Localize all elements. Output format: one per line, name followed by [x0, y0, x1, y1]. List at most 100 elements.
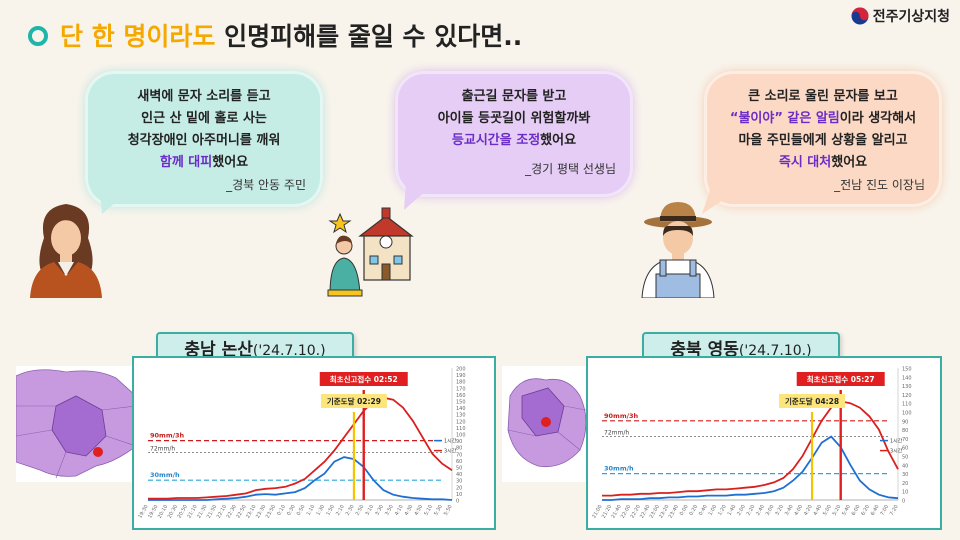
testimonial-line: 큰 소리로 울린 문자를 보고	[748, 89, 898, 104]
title-highlight: 단 한 명이라도	[60, 22, 216, 51]
x-tick-label: 4:20	[803, 504, 814, 517]
agency-logo: 전주기상지청	[851, 6, 950, 26]
x-tick-label: 3:10	[364, 504, 375, 517]
y-tick-label: 150	[456, 400, 466, 406]
x-tick-label: 23:50	[265, 504, 277, 519]
testimonial-emphasis: 함께 대피	[159, 155, 213, 170]
threshold-label-30mmh: 30mm/h	[150, 471, 180, 479]
testimonial-suffix: 했어요	[540, 133, 577, 148]
testimonial-line: 새벽에 문자 소리를 듣고	[137, 89, 271, 104]
first-report-tag	[796, 372, 885, 386]
y-tick-label: 10	[456, 492, 462, 498]
testimonial-suffix: 했어요	[212, 155, 249, 170]
x-tick-label: 0:10	[276, 504, 287, 517]
yeongdong-region-map	[502, 366, 594, 482]
series-line-3h	[148, 396, 453, 500]
y-tick-label: 140	[456, 406, 466, 412]
series-line-1h	[602, 435, 899, 501]
series-line-3h	[602, 400, 899, 497]
threshold-reached-label: 기준도달 02:29	[327, 396, 381, 406]
threshold-label-72mmh: 72mm/h	[604, 430, 629, 437]
testimonial-bubble-jindo: 큰 소리로 울린 문자를 보고 “불이야” 같은 알림이라 생각해서 마을 주민…	[707, 74, 939, 204]
threshold-reached-tag	[320, 394, 387, 408]
threshold-label-30mmh: 30mm/h	[604, 465, 634, 473]
x-tick-label: 2:50	[355, 504, 366, 517]
testimonial-bubble-pyeongtaek: 출근길 문자를 받고 아이들 등굣길이 위험할까봐 등교시간을 조정했어요 _경…	[398, 74, 630, 194]
nonsan-region-map	[16, 366, 136, 482]
chart-frame-yeongdong: 0 10 20 30 40 50 60 70 80 90 100 110 120 130 140 150 21:…	[586, 356, 942, 530]
testimonial-emphasis: 즉시 대처	[778, 155, 832, 170]
x-tick-label: 1:40	[727, 504, 738, 517]
y-tick-label: 90	[902, 419, 908, 425]
x-tick-label: 0:40	[698, 504, 709, 517]
x-tick-label: 5:20	[832, 504, 843, 517]
y-tick-label: 80	[902, 428, 908, 434]
x-tick-label: 5:30	[433, 504, 444, 517]
y-tick-label: 10	[902, 490, 908, 496]
y-tick-label: 60	[902, 446, 908, 452]
x-tick-label: 1:30	[315, 504, 326, 517]
y-tick-label: 70	[902, 437, 908, 443]
series-line-1h	[148, 456, 453, 501]
testimonial-signature: _경기 평택 선생님	[525, 162, 616, 176]
y-tick-label: 0	[456, 499, 459, 505]
x-tick-label: 7:00	[879, 504, 890, 517]
x-tick-label: 1:20	[717, 504, 728, 517]
x-tick-label: 4:50	[413, 504, 424, 517]
y-tick-label: 20	[456, 485, 462, 491]
testimonial-line: 아이들 등굣길이 위험할까봐	[437, 111, 591, 126]
y-tick-label: 110	[902, 402, 912, 408]
panel-label-main: 충남 논산	[184, 340, 253, 360]
y-tick-label: 120	[456, 419, 466, 425]
x-tick-label: 3:00	[765, 504, 776, 517]
testimonial-signature: _전남 진도 이장님	[834, 178, 925, 192]
first-report-label: 최초신고접수 05:27	[807, 374, 875, 384]
x-tick-label: 7:20	[889, 504, 900, 517]
y-tick-label: 110	[456, 426, 466, 432]
legend-label: 3시간	[444, 448, 457, 455]
y-tick-label: 90	[456, 439, 462, 445]
y-tick-label: 30	[902, 472, 908, 478]
y-tick-label: 190	[456, 373, 466, 379]
panel-label-main: 충북 영동	[670, 340, 739, 360]
x-tick-label: 4:40	[813, 504, 824, 517]
testimonial-suffix: 했어요	[831, 155, 868, 170]
x-tick-label: 2:00	[736, 504, 747, 517]
y-tick-label: 130	[902, 384, 912, 390]
threshold-label-90mm3h: 90mm/3h	[604, 412, 638, 420]
y-tick-label: 20	[902, 481, 908, 487]
y-tick-label: 60	[456, 459, 462, 465]
y-tick-label: 150	[902, 367, 912, 373]
x-tick-label: 1:10	[306, 504, 317, 517]
x-tick-label: 3:20	[774, 504, 785, 517]
rainfall-chart-yeongdong: 010203040506070809010011012013014015021:…	[591, 367, 912, 520]
x-tick-label: 2:40	[755, 504, 766, 517]
x-tick-label: 0:50	[296, 504, 307, 517]
village-head-avatar	[641, 202, 715, 298]
testimonial-emphasis: “불이야” 같은 알림	[729, 111, 840, 126]
x-tick-label: 6:20	[860, 504, 871, 517]
x-tick-label: 6:00	[851, 504, 862, 517]
woman-resident-avatar	[30, 204, 102, 298]
threshold-label-72mmh: 72mm/h	[150, 445, 175, 452]
y-tick-label: 120	[902, 393, 912, 399]
x-tick-label: 2:20	[746, 504, 757, 517]
y-tick-label: 130	[456, 413, 466, 419]
testimonial-line-rest: 이라 생각해서	[839, 111, 917, 126]
x-tick-label: 3:30	[374, 504, 385, 517]
testimonial-emphasis: 등교시간을 조정	[451, 133, 541, 148]
x-tick-label: 0:20	[688, 504, 699, 517]
panel-label-date: ('24.7.10.)	[252, 343, 326, 359]
threshold-reached-tag	[779, 394, 846, 408]
x-tick-label: 5:50	[443, 504, 454, 517]
x-tick-label: 1:00	[707, 504, 718, 517]
testimonial-line: 출근길 문자를 받고	[461, 89, 567, 104]
x-tick-label: 23:40	[668, 504, 680, 519]
y-tick-label: 180	[456, 380, 466, 386]
threshold-label-90mm3h: 90mm/3h	[150, 432, 184, 440]
title-bullet-icon	[28, 26, 48, 46]
chart-frame-nonsan: 0 10 20 30 40 50 60 70 80 90 100 110 120 130 140 150 160…	[132, 356, 496, 530]
page-title: 단 한 명이라도 인명피해를 줄일 수 있다면..	[60, 17, 522, 53]
y-tick-label: 170	[456, 386, 466, 392]
testimonial-bubble-andong: 새벽에 문자 소리를 듣고 인근 산 밑에 홀로 사는 청각장애인 아주머니를 …	[88, 74, 320, 204]
